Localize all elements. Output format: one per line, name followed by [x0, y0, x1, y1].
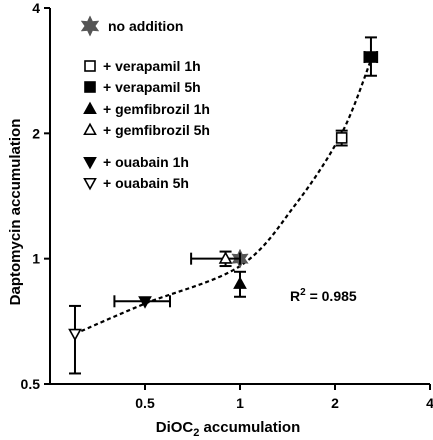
data-point-group-2	[363, 36, 379, 77]
x-axis-label-main: DiOC	[156, 419, 194, 436]
x-tick-label: 2	[331, 395, 339, 411]
data-points	[68, 36, 379, 375]
r-squared-prefix: R	[290, 288, 300, 304]
data-point-group-5	[113, 295, 171, 309]
y-axis-label: Daptomycin accumulation	[7, 119, 24, 306]
legend-label: + ouabain 1h	[103, 154, 189, 170]
r-squared-annotation: R2 = 0.985	[290, 287, 357, 304]
data-point-group-1	[335, 129, 348, 147]
legend-label: + ouabain 5h	[103, 175, 189, 191]
legend-label: + gemfibrozil 1h	[103, 101, 210, 117]
legend-marker	[83, 156, 97, 170]
x-tick-label: 4	[426, 395, 433, 411]
x-axis-label: DiOC2 accumulation	[156, 419, 300, 439]
x-axis-label-subscript: 2	[193, 427, 199, 439]
legend-marker	[83, 177, 97, 191]
data-point-group-3	[233, 270, 247, 298]
data-point-marker	[365, 51, 377, 63]
x-tick-label: 1	[236, 395, 244, 411]
x-tick-label: 0.5	[135, 395, 155, 411]
y-tick-label: 0.5	[21, 376, 41, 392]
axes: 0.5 1 2 4 0.5 1 2 4	[21, 0, 433, 411]
r-squared-superscript: 2	[300, 287, 306, 298]
legend-label: + verapamil 5h	[103, 79, 201, 95]
data-point-group-6	[68, 304, 82, 375]
x-axis-label-rest: accumulation	[199, 419, 300, 436]
y-tick-label: 2	[32, 125, 40, 141]
legend-label: + verapamil 1h	[103, 58, 201, 74]
legend-label: + gemfibrozil 5h	[103, 122, 210, 138]
data-point-group-4	[190, 250, 241, 268]
legend-marker	[84, 60, 96, 72]
data-point-marker	[233, 276, 247, 289]
data-point-marker	[218, 251, 233, 264]
data-point-marker	[68, 328, 82, 342]
y-tick-label: 1	[32, 251, 40, 267]
legend-marker	[83, 122, 97, 136]
legend: no addition + verapamil 1h + verapamil 5h +…	[80, 15, 210, 191]
legend-marker	[84, 81, 96, 93]
data-point-marker	[138, 296, 152, 309]
y-tick-label: 4	[32, 0, 40, 16]
legend-marker	[80, 15, 100, 37]
r-squared-value: = 0.985	[306, 288, 357, 304]
data-point-marker	[335, 132, 348, 144]
legend-label: no addition	[108, 18, 183, 34]
legend-marker	[83, 101, 97, 115]
